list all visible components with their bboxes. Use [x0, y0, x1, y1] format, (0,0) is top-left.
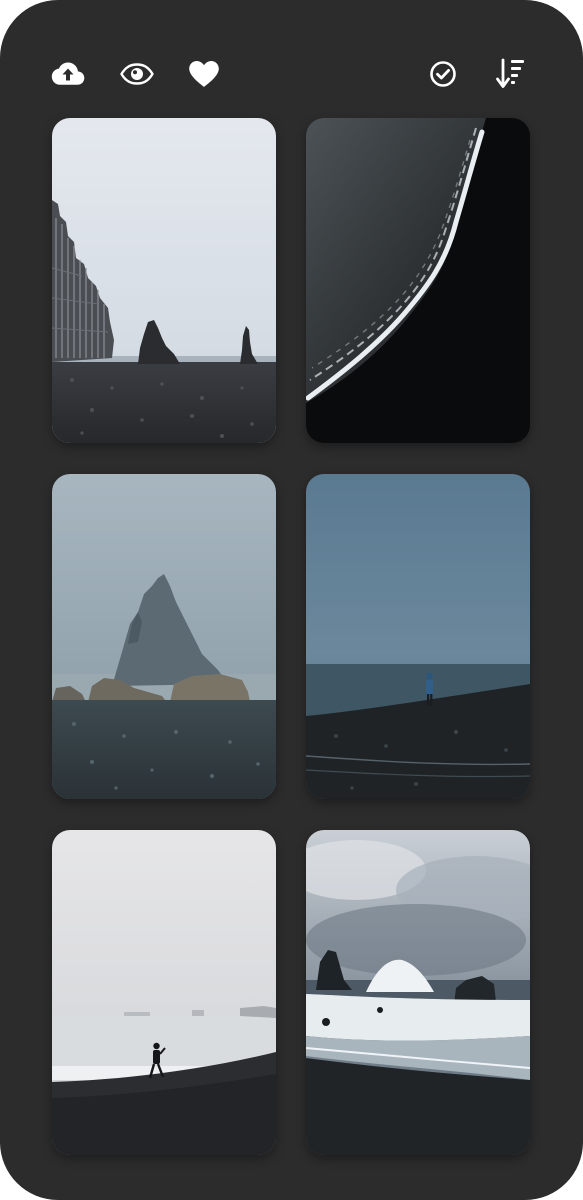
select-button[interactable] [419, 50, 467, 98]
sort-button[interactable] [486, 50, 534, 98]
photo-image [52, 474, 276, 799]
photo-image [52, 118, 276, 443]
view-button[interactable] [113, 50, 161, 98]
photo-person-on-beach[interactable] [306, 474, 530, 799]
photo-image [52, 830, 276, 1155]
photo-crashing-waves[interactable] [306, 830, 530, 1155]
check-circle-icon [430, 61, 456, 87]
photo-foggy-beach[interactable] [52, 830, 276, 1155]
photo-basalt-columns[interactable] [52, 118, 276, 443]
upload-button[interactable] [44, 50, 92, 98]
photo-misty-sea-stack[interactable] [52, 474, 276, 799]
photo-image [306, 118, 530, 443]
sort-descending-icon [496, 58, 524, 88]
cloud-upload-icon [51, 62, 85, 85]
favorite-button[interactable] [180, 50, 228, 98]
photo-black-shoreline[interactable] [306, 118, 530, 443]
top-toolbar [0, 50, 583, 98]
photo-image [306, 830, 530, 1155]
eye-icon [120, 63, 154, 85]
heart-icon [189, 61, 219, 87]
photo-image [306, 474, 530, 799]
